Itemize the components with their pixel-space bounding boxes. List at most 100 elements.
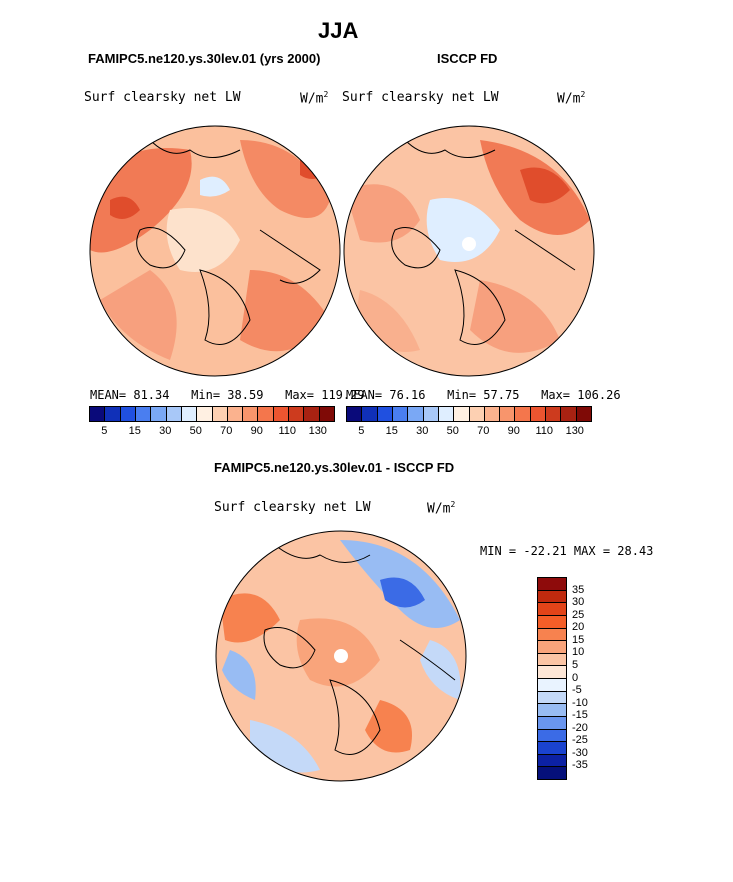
panel2-max: Max= 106.26 <box>541 388 621 402</box>
colorbar-swatch <box>319 407 334 421</box>
colorbar-swatch <box>227 407 244 421</box>
colorbar-swatch <box>538 729 566 743</box>
colorbar-swatch <box>484 407 501 421</box>
colorbar-swatch <box>561 407 577 421</box>
colorbar-swatch <box>576 407 591 421</box>
colorbar-tick-label: 130 <box>565 425 584 437</box>
colorbar-swatch <box>438 407 455 421</box>
colorbar-tick-label: 5 <box>358 425 365 437</box>
colorbar-swatch <box>546 407 562 421</box>
panel2-mean: MEAN= 76.16 <box>346 388 426 402</box>
colorbar-tick-label: 15 <box>128 425 141 437</box>
colorbar-tick-label: 30 <box>416 425 429 437</box>
colorbar-tick-label: 15 <box>572 633 585 646</box>
colorbar-swatch <box>538 754 566 768</box>
colorbar-tick-label: 20 <box>572 621 585 634</box>
colorbar-swatch <box>347 407 363 421</box>
panel1-max: Max= 119.29 <box>285 388 365 402</box>
colorbar-tick-label: 90 <box>507 425 520 437</box>
colorbar-swatch <box>500 407 516 421</box>
colorbar-tick-label: 5 <box>101 425 108 437</box>
colorbar-swatch <box>538 742 566 755</box>
colorbar-tick-label: 25 <box>572 608 585 621</box>
panel1-units: W/m2 <box>300 90 329 107</box>
colorbar-swatch <box>538 716 566 730</box>
left-panel-header: FAMIPC5.ne120.ys.30lev.01 (yrs 2000) <box>88 51 321 66</box>
colorbar-swatch <box>90 407 106 421</box>
colorbar-swatch <box>362 407 378 421</box>
panel2-min: Min= 57.75 <box>447 388 520 402</box>
colorbar-swatch <box>538 691 566 705</box>
colorbar-tick-label: 90 <box>250 425 263 437</box>
panel2-units: W/m2 <box>557 90 586 107</box>
panel2-variable-label: Surf clearsky net LW <box>342 90 499 105</box>
colorbar-swatch <box>135 407 152 421</box>
colorbar-swatch <box>538 679 566 692</box>
colorbar-swatch <box>530 407 547 421</box>
colorbar-tick-label: 35 <box>572 583 585 596</box>
colorbar-tick-label: 50 <box>189 425 202 437</box>
colorbar-tick-label: 110 <box>535 425 554 437</box>
colorbar-swatch <box>258 407 274 421</box>
colorbar-swatch <box>243 407 259 421</box>
panel2-stats: MEAN= 76.16 Min= 57.75 Max= 106.26 <box>346 388 621 402</box>
colorbar-swatch <box>120 407 136 421</box>
colorbar-swatch <box>166 407 182 421</box>
panel1-colorbar-ticks: 5 15 30 50 70 90 110 130 <box>89 425 333 439</box>
colorbar-tick-label: -35 <box>572 759 588 772</box>
colorbar-swatch <box>212 407 228 421</box>
diff-panel-header: FAMIPC5.ne120.ys.30lev.01 - ISCCP FD <box>214 460 455 475</box>
panel3-units: W/m2 <box>427 500 456 517</box>
colorbar-swatch <box>289 407 305 421</box>
colorbar-tick-label: 70 <box>477 425 490 437</box>
colorbar-tick-label: 10 <box>572 646 585 659</box>
colorbar-swatch <box>538 641 566 654</box>
colorbar-tick-label: 110 <box>278 425 297 437</box>
colorbar-swatch <box>197 407 213 421</box>
colorbar-swatch <box>515 407 531 421</box>
colorbar-swatch <box>538 666 566 679</box>
colorbar-tick-label: 30 <box>159 425 172 437</box>
colorbar-swatch <box>181 407 198 421</box>
colorbar-tick-label: 0 <box>572 671 579 684</box>
panel3-minmax: MIN = -22.21 MAX = 28.43 <box>480 544 654 558</box>
colorbar-swatch <box>105 407 121 421</box>
panel2-colorbar-ticks: 5 15 30 50 70 90 110 130 <box>346 425 590 439</box>
colorbar-swatch <box>304 407 320 421</box>
colorbar-swatch <box>538 704 566 717</box>
panel1-stats: MEAN= 81.34 Min= 38.59 Max= 119.29 <box>90 388 365 402</box>
colorbar-tick-label: 50 <box>446 425 459 437</box>
colorbar-swatch <box>538 603 566 616</box>
colorbar-tick-label: 130 <box>308 425 327 437</box>
colorbar-swatch <box>273 407 290 421</box>
panel2-colorbar <box>346 406 592 422</box>
colorbar-tick-label: 5 <box>572 658 579 671</box>
panel3-variable-label: Surf clearsky net LW <box>214 500 371 515</box>
colorbar-tick-label: 70 <box>220 425 233 437</box>
colorbar-tick-label: -30 <box>572 746 588 759</box>
colorbar-tick-label: -25 <box>572 734 588 747</box>
colorbar-swatch <box>538 590 566 604</box>
colorbar-swatch <box>538 615 566 629</box>
colorbar-swatch <box>151 407 167 421</box>
colorbar-swatch <box>377 407 393 421</box>
colorbar-tick-label: 15 <box>385 425 398 437</box>
colorbar-tick-label: 30 <box>572 596 585 609</box>
panel1-variable-label: Surf clearsky net LW <box>84 90 241 105</box>
colorbar-tick-label: -20 <box>572 721 588 734</box>
colorbar-tick-label: -10 <box>572 696 588 709</box>
colorbar-swatch <box>538 628 566 642</box>
colorbar-swatch <box>423 407 439 421</box>
panel1-min: Min= 38.59 <box>191 388 264 402</box>
colorbar-swatch <box>538 578 566 591</box>
colorbar-tick-label: -5 <box>572 684 582 697</box>
colorbar-swatch <box>392 407 409 421</box>
panel1-colorbar <box>89 406 335 422</box>
panel3-colorbar <box>537 577 567 780</box>
right-panel-header: ISCCP FD <box>437 51 498 66</box>
colorbar-swatch <box>538 767 566 779</box>
colorbar-swatch <box>454 407 470 421</box>
